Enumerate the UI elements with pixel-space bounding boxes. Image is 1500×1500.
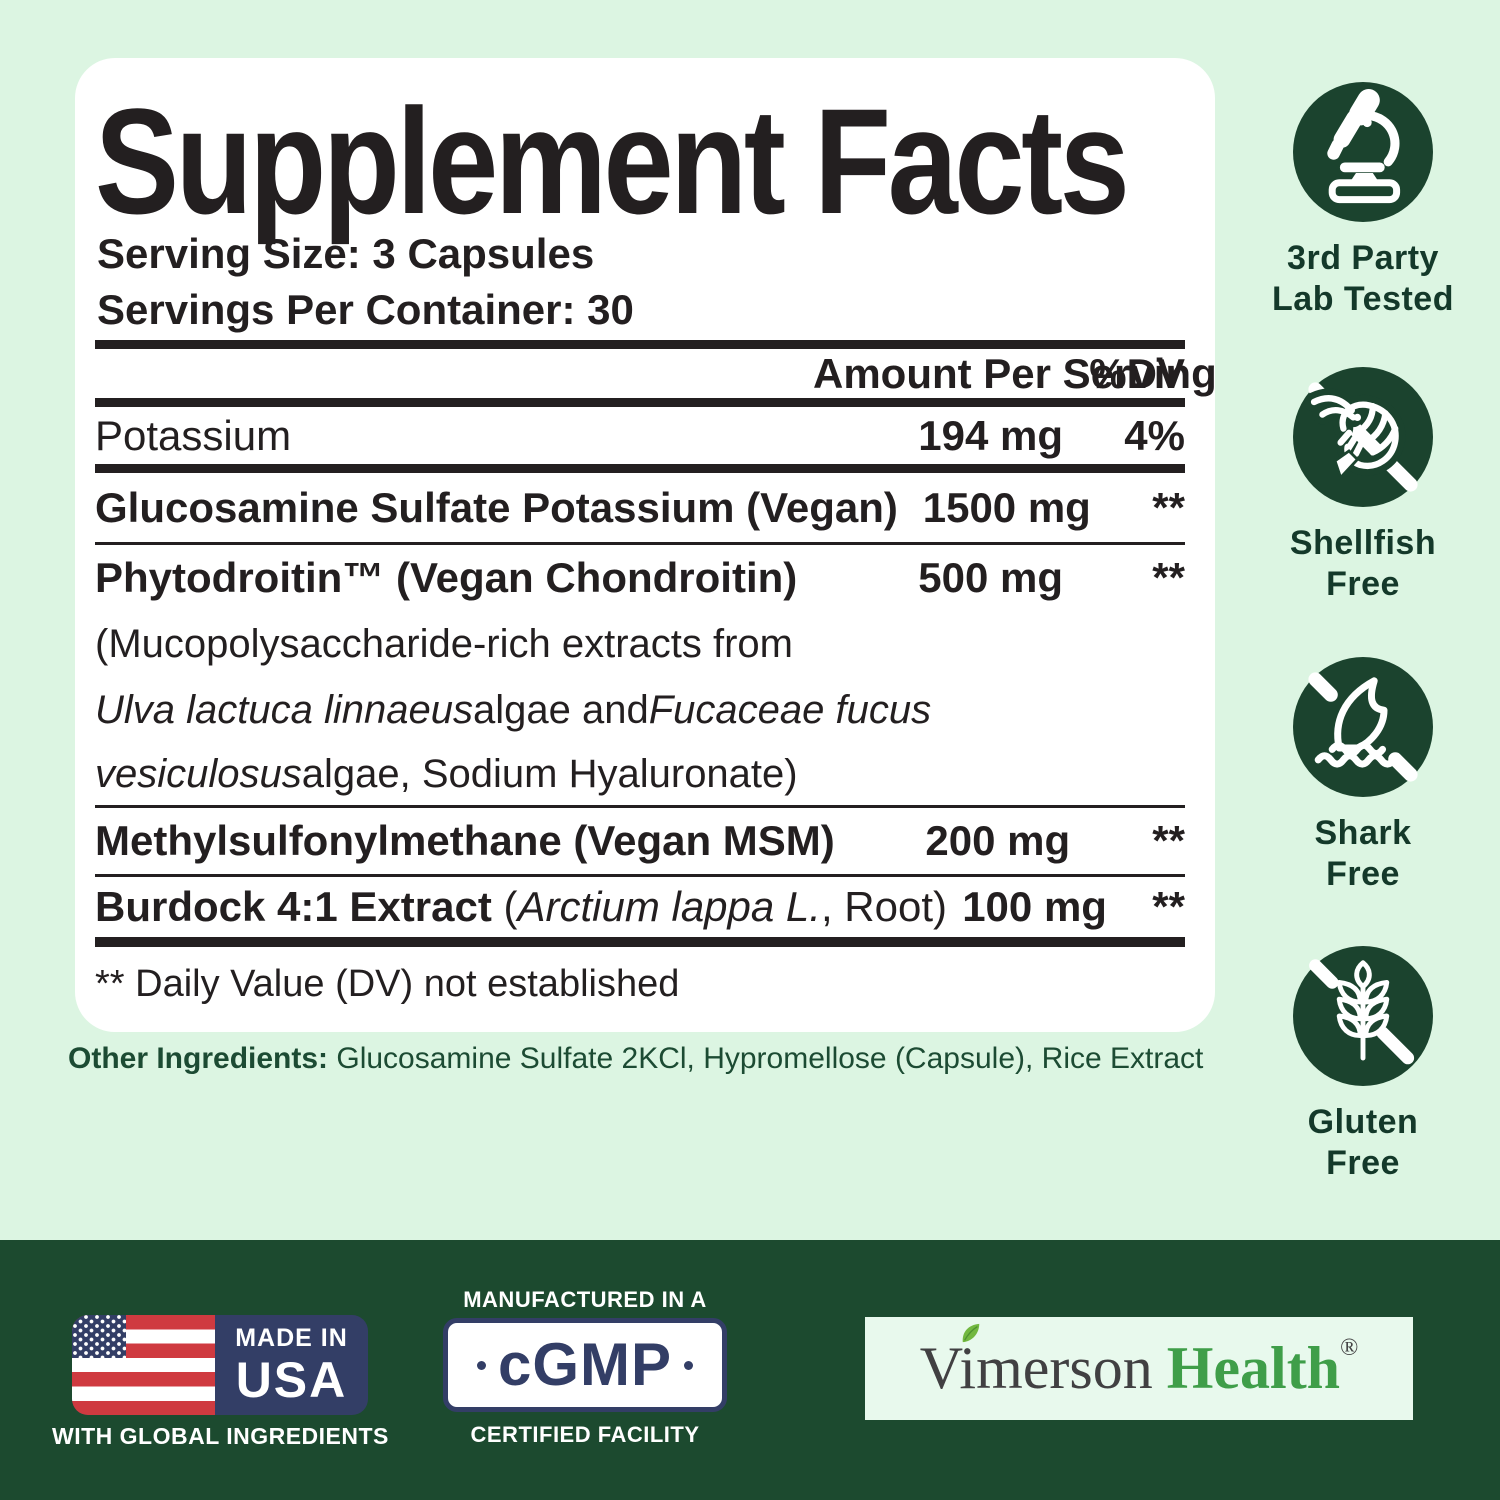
other-ingredients-text: Glucosamine Sulfate 2KCl, Hypromellose (… (328, 1042, 1204, 1075)
divider-thick (95, 937, 1185, 947)
badge-shellfish-free: Shellfish Free (1248, 367, 1478, 605)
no-gluten-wheat-icon (1293, 946, 1433, 1086)
ingredient-dv: ** (1152, 554, 1185, 601)
badge-shark-free: Shark Free (1248, 657, 1478, 895)
ingredient-dv: ** (1152, 883, 1185, 930)
divider-thin (95, 874, 1185, 877)
table-header-row: Amount Per Serving %DV (95, 349, 1217, 398)
species-name: vesiculosus (95, 751, 302, 796)
cgmp-left-dot (476, 1360, 486, 1370)
species-name: Arctium lappa L. (517, 883, 821, 930)
other-ingredients-label: Other Ingredients: (68, 1042, 329, 1075)
microscope-icon (1293, 82, 1433, 222)
phytodroitin-description-line-2: Ulva lactuca linnaeus algae and Fucaceae… (95, 687, 932, 732)
ingredient-name: Potassium (95, 411, 292, 459)
servings-per-container: Servings Per Container: 30 (97, 286, 634, 333)
badge-label: Shark Free (1314, 814, 1412, 893)
footer-bar: MADE IN USA WITH GLOBAL INGREDIENTS MANU… (0, 1240, 1500, 1500)
ingredient-name: Burdock 4:1 Extract (Arctium lappa L., R… (95, 883, 947, 930)
divider-thin (95, 805, 1185, 808)
badge-gluten-free: Gluten Free (1248, 946, 1478, 1184)
cgmp-badge: cGMP (443, 1318, 727, 1412)
made-in-usa-text: MADE IN USA (235, 1323, 348, 1408)
amount-column-header: Amount Per Serving (813, 349, 1217, 397)
serving-size: Serving Size: 3 Capsules (97, 230, 595, 277)
ingredient-dv: 4% (1124, 411, 1185, 459)
usa-flag-icon (72, 1315, 215, 1415)
ingredient-name: Glucosamine Sulfate Potassium (Vegan) (95, 483, 898, 531)
phytodroitin-description-line-1: (Mucopolysaccharide-rich extracts from (95, 621, 793, 666)
cgmp-caption-top: MANUFACTURED IN A (463, 1287, 707, 1312)
divider-thick (95, 464, 1185, 473)
logo-health-text: Health (1166, 1335, 1341, 1401)
badge-label: Shellfish Free (1289, 524, 1437, 603)
ingredient-name: Methylsulfonylmethane (Vegan MSM) (95, 817, 835, 864)
species-name: Ulva lactuca linnaeus (95, 687, 473, 732)
made-in-usa-badge: MADE IN USA (72, 1315, 368, 1415)
cgmp-right-dot (684, 1360, 694, 1370)
ingredient-amount: 100 mg (962, 883, 1107, 930)
dv-column-header: %DV (1089, 349, 1185, 397)
supplement-facts-card: Supplement Facts Serving Size: 3 Capsule… (75, 58, 1217, 1032)
no-shellfish-icon (1293, 367, 1433, 507)
global-ingredients-caption: WITH GLOBAL INGREDIENTS (52, 1423, 389, 1449)
table-row-potassium: Potassium 194 mg 4% (95, 407, 1185, 464)
ingredient-amount: 200 mg (925, 817, 1071, 864)
cgmp-caption-bottom: CERTIFIED FACILITY (470, 1422, 700, 1447)
flag-canton-stars (72, 1315, 126, 1358)
logo-vimerson-text: Vimerson (920, 1323, 1153, 1403)
ingredient-amount: 1500 mg (922, 483, 1091, 531)
table-row-glucosamine: Glucosamine Sulfate Potassium (Vegan) 15… (95, 473, 1185, 542)
divider-thick (95, 398, 1185, 407)
table-row-msm: Methylsulfonylmethane (Vegan MSM) 200 mg… (95, 808, 1185, 874)
badge-3rd-party-lab-tested: 3rd Party Lab Tested (1248, 82, 1478, 320)
no-shark-fin-icon (1293, 657, 1433, 797)
dv-footnote: ** Daily Value (DV) not established (95, 963, 680, 1005)
ingredient-name: Phytodroitin™ (Vegan Chondroitin) (95, 554, 798, 601)
table-row-burdock: Burdock 4:1 Extract (Arctium lappa L., R… (95, 877, 1185, 937)
ingredient-amount: 500 mg (918, 554, 1063, 601)
leaf-icon (962, 1323, 979, 1343)
species-name: Fucaceae fucus (648, 687, 932, 732)
phytodroitin-description-line-3: vesiculosus algae, Sodium Hyaluronate) (95, 751, 798, 796)
registered-trademark-symbol: ® (1340, 1335, 1359, 1361)
ingredient-dv: ** (1152, 817, 1185, 864)
divider-thick (95, 340, 1185, 349)
badge-label: Gluten Free (1307, 1103, 1419, 1182)
badge-label: 3rd Party Lab Tested (1272, 239, 1454, 318)
supplement-table: Amount Per Serving %DV Potassium 194 mg … (95, 340, 1217, 1006)
other-ingredients: Other Ingredients: Glucosamine Sulfate 2… (68, 1042, 1428, 1076)
cgmp-label: cGMP (497, 1331, 673, 1398)
ingredient-amount: 194 mg (918, 411, 1063, 459)
divider-thin (95, 542, 1185, 545)
ingredient-dv: ** (1152, 483, 1185, 531)
vimerson-health-logo: Vimerson Health ® (865, 1317, 1413, 1420)
page-title: Supplement Facts (95, 77, 1130, 245)
table-row-phytodroitin: Phytodroitin™ (Vegan Chondroitin) 500 mg… (95, 545, 1185, 611)
